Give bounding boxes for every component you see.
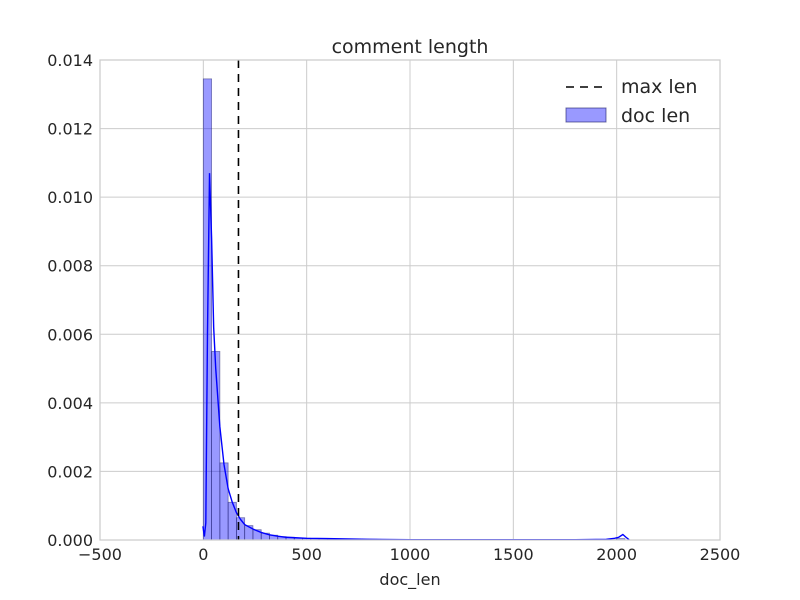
- histogram-bar: [235, 517, 246, 541]
- y-tick-label: 0.006: [47, 325, 93, 344]
- legend-max-len-label: max len: [621, 76, 697, 98]
- y-tick-label: 0.012: [47, 120, 93, 139]
- y-tick-label: 0.002: [47, 462, 93, 481]
- y-tick-label: 0.004: [47, 394, 93, 413]
- histogram-bar: [219, 462, 229, 541]
- x-tick-label: −500: [78, 545, 122, 564]
- x-tick-label: 2500: [700, 545, 741, 564]
- x-tick-label: 1000: [390, 545, 431, 564]
- legend-doc-len-swatch: [565, 107, 607, 123]
- plot-frame: [99, 59, 721, 541]
- y-tick-label: 0.010: [47, 188, 93, 207]
- y-tick-label: 0.014: [47, 51, 93, 70]
- x-tick-label: 500: [291, 545, 322, 564]
- y-tick-labels: 0.000 0.002 0.004 0.006 0.008 0.010 0.012 0.014: [47, 51, 93, 550]
- chart-title: comment length: [332, 36, 489, 58]
- histogram-bar: [211, 351, 221, 541]
- x-axis-title: doc_len: [379, 570, 440, 590]
- legend: max len doc len: [565, 76, 697, 127]
- x-tick-label: 2000: [596, 545, 637, 564]
- legend-doc-len-label: doc len: [621, 105, 690, 127]
- x-tick-label: 0: [198, 545, 208, 564]
- x-tick-labels: −500 0 500 1000 1500 2000 2500: [78, 545, 740, 564]
- y-tick-label: 0.000: [47, 531, 93, 550]
- x-tick-label: 1500: [493, 545, 534, 564]
- y-tick-label: 0.008: [47, 257, 93, 276]
